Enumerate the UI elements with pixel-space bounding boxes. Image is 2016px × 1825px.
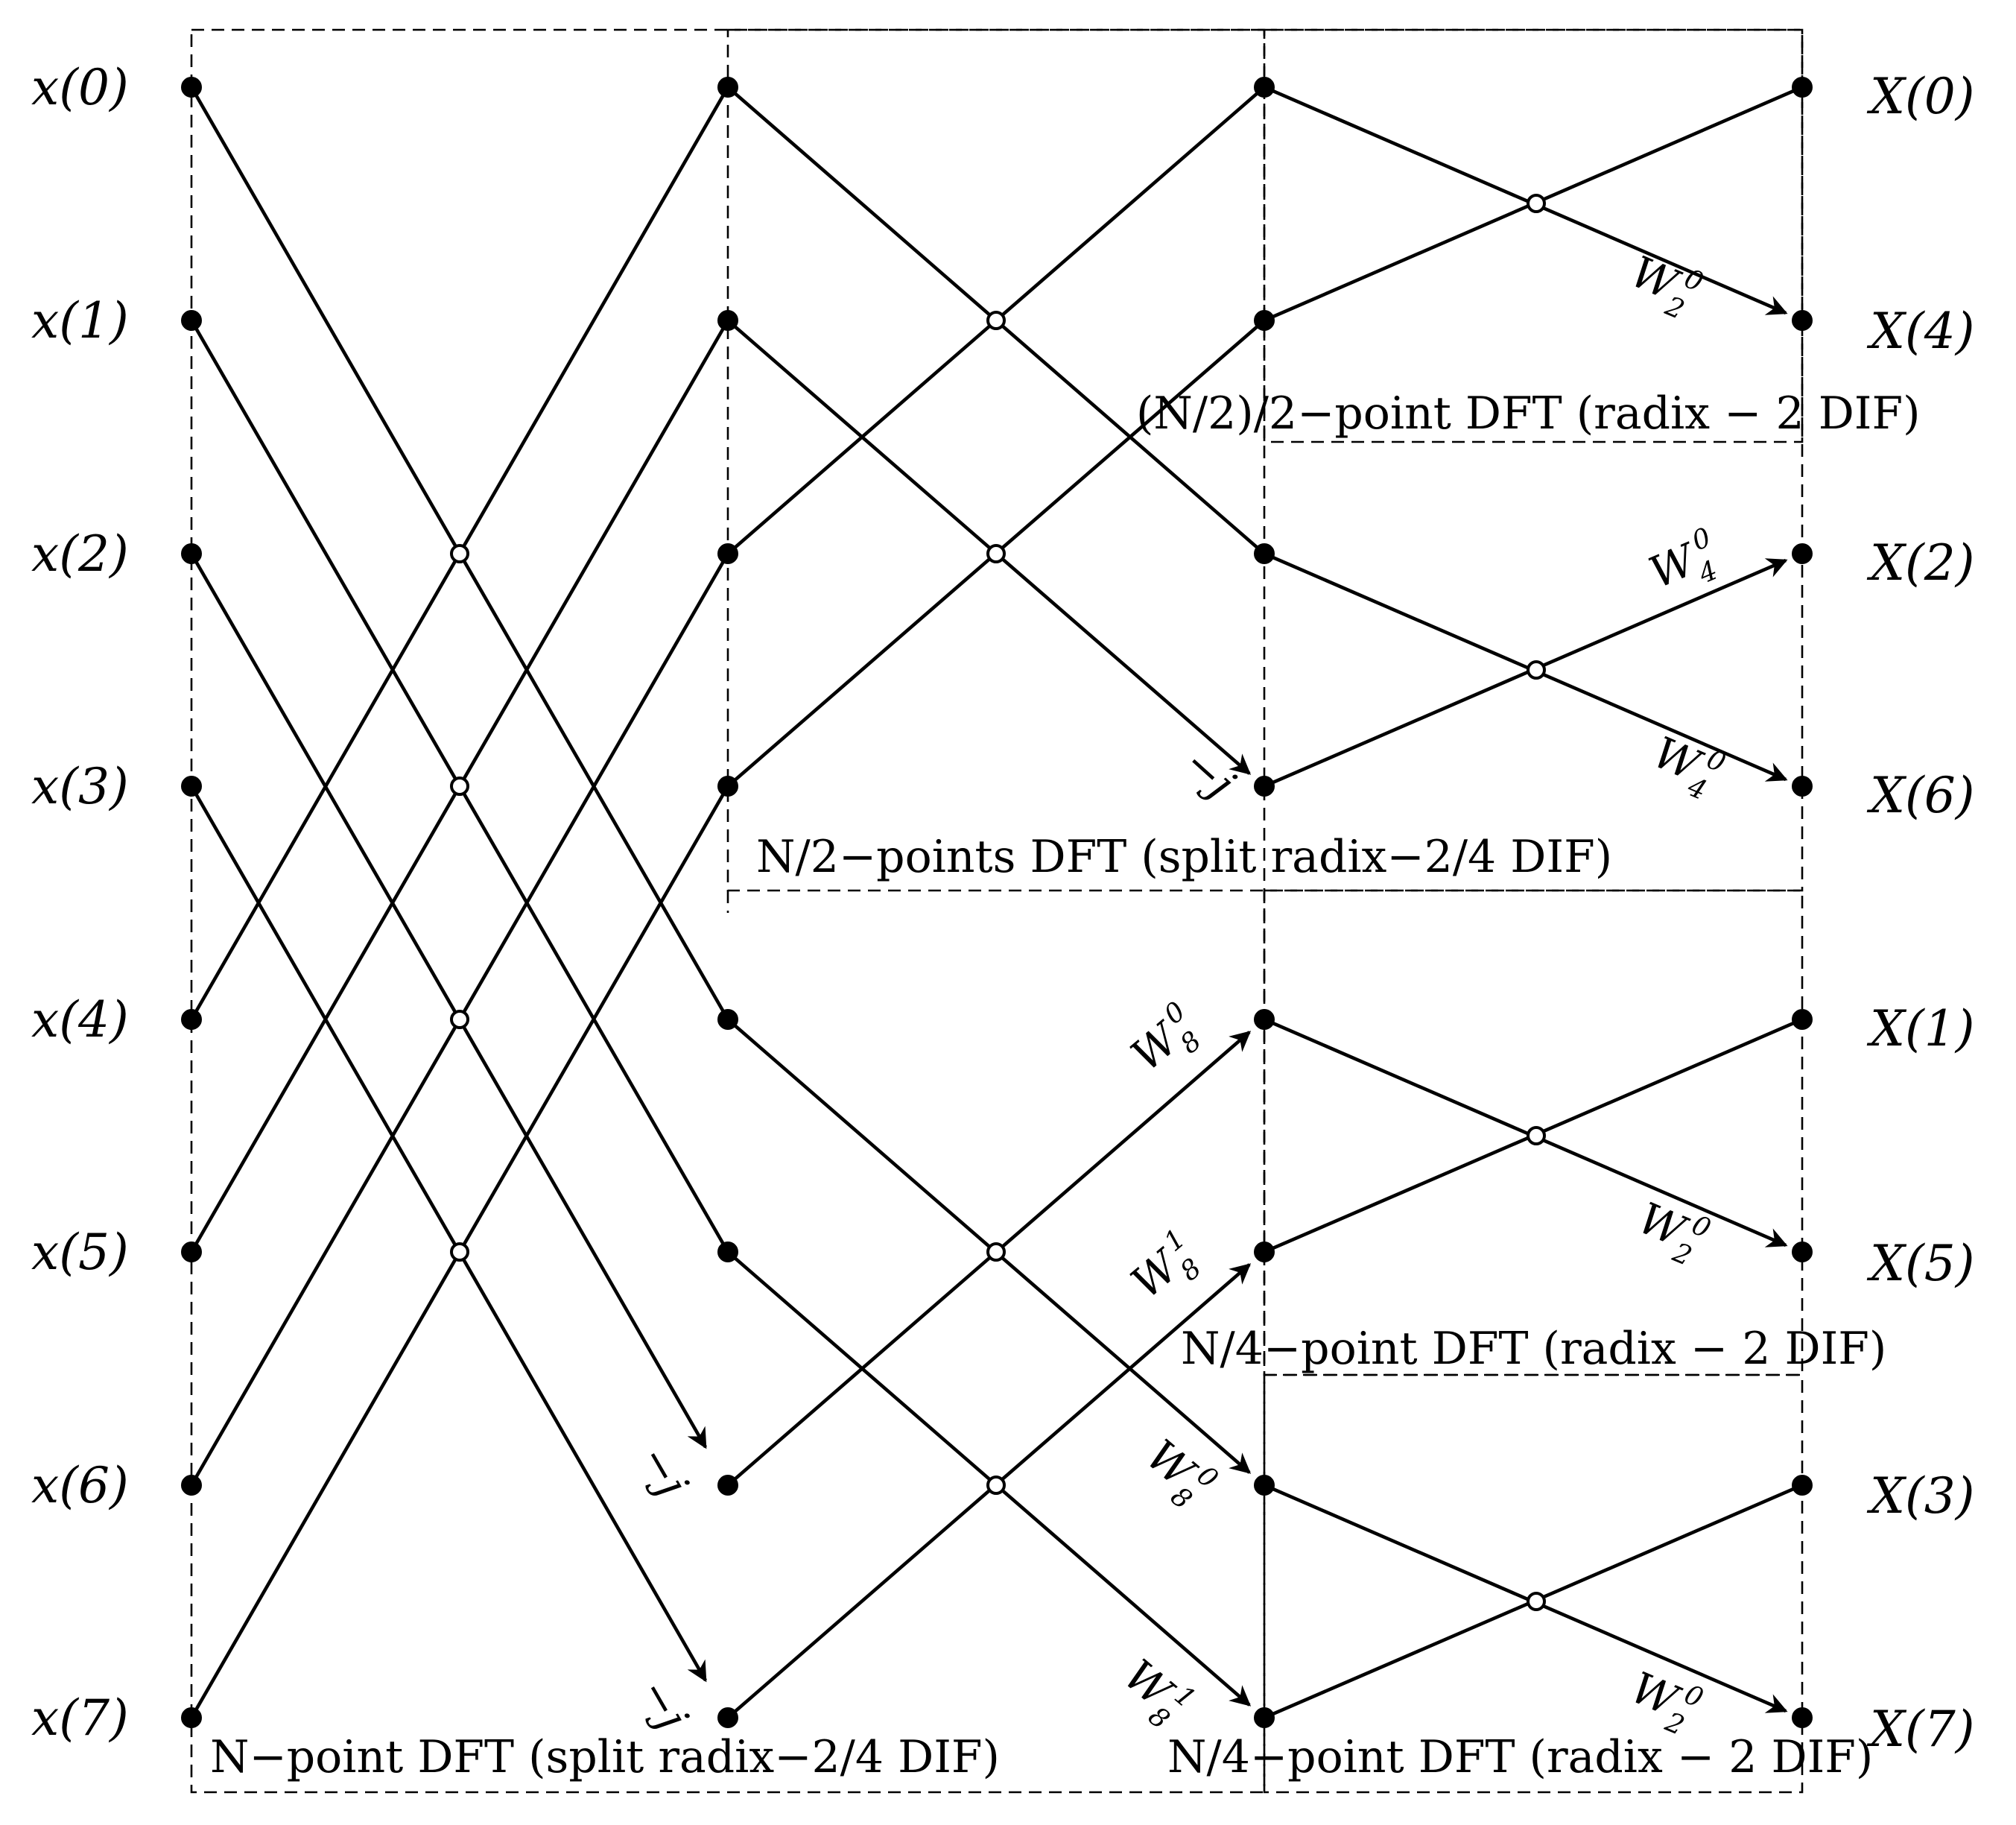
caption-n4-point-dft-upper: N/4−point DFT (radix − 2 DIF) — [1181, 1323, 1886, 1375]
stage2-node — [1254, 77, 1275, 98]
input-labels: x(0) x(1) x(2) x(3) x(4) x(5) x(6) x(7) — [31, 59, 129, 1747]
crossing-node — [1527, 660, 1546, 680]
stage2-node — [1254, 1475, 1275, 1496]
output-node — [1792, 543, 1813, 564]
output-node — [1792, 77, 1813, 98]
edge-arrow-w8-0 — [726, 1031, 1252, 1487]
input-label: x(5) — [31, 1224, 129, 1281]
caption-n2-point-dft: N/2−points DFT (split radix−2/4 DIF) — [756, 831, 1612, 883]
stage-captions: N−point DFT (split radix−2/4 DIF) N/2−po… — [210, 388, 1921, 1783]
output-label: X(2) — [1866, 534, 1974, 592]
crossing-node — [1527, 1126, 1546, 1145]
crossing-node — [1527, 1592, 1546, 1611]
output-node — [1792, 310, 1813, 331]
edge-arrow-w4-0 — [1264, 558, 1788, 788]
output-node — [1792, 1707, 1813, 1728]
input-label: x(2) — [31, 525, 129, 583]
input-node — [181, 1242, 202, 1262]
output-label: X(7) — [1866, 1701, 1974, 1758]
output-node — [1792, 1475, 1813, 1496]
twiddle-w4-0: W40 — [1642, 724, 1729, 809]
stage2-node — [1254, 776, 1275, 797]
input-label: x(1) — [31, 292, 129, 349]
n4-point-dft-box-lower — [1263, 1373, 1804, 1794]
caption-n-point-dft: N−point DFT (split radix−2/4 DIF) — [210, 1731, 1000, 1783]
input-node — [181, 1707, 202, 1728]
output-label: X(6) — [1866, 767, 1974, 824]
stage2-node — [1254, 1707, 1275, 1728]
edge-arrow-minus-j — [190, 552, 707, 1449]
edge-arrow-minus-j — [726, 319, 1252, 775]
twiddle-factors: −j −j −j W20 W40 W40 W20 W20 W80 W81 W80… — [630, 244, 1730, 1742]
stage1-node — [717, 1009, 738, 1030]
output-node — [1792, 1242, 1813, 1262]
input-node — [181, 77, 202, 98]
crossing-node — [1527, 194, 1546, 213]
butterfly-edges — [190, 85, 1803, 1720]
input-node — [181, 1009, 202, 1030]
edge-arrow-w2-0 — [1264, 1483, 1788, 1713]
output-node — [1792, 1009, 1813, 1030]
stage-boxes — [190, 28, 1804, 1794]
stage1-node — [717, 1475, 738, 1496]
stage1-node — [717, 1707, 738, 1728]
output-label: X(4) — [1866, 303, 1974, 360]
crossing-node — [450, 544, 469, 563]
edge-arrow-w8-1 — [726, 1250, 1252, 1707]
n2-2-point-dft-box — [1263, 28, 1804, 443]
stage1-node — [717, 77, 738, 98]
stage1-node — [717, 776, 738, 797]
output-labels: X(0) X(4) X(2) X(6) X(1) X(5) X(3) X(7) — [1866, 68, 1974, 1758]
stage1-node — [717, 543, 738, 564]
crossing-node — [986, 311, 1006, 330]
stage2-node — [1254, 310, 1275, 331]
twiddle-minus-j: −j — [630, 1670, 698, 1739]
input-label: x(7) — [31, 1689, 129, 1747]
twiddle-w2-0: W20 — [1627, 1190, 1714, 1275]
twiddle-w4-0: W40 — [1641, 522, 1728, 607]
input-label: x(0) — [31, 59, 129, 116]
input-node — [181, 543, 202, 564]
input-label: x(4) — [31, 991, 129, 1048]
input-node — [181, 310, 202, 331]
crossing-node — [450, 1242, 469, 1262]
crossing-node — [986, 1476, 1006, 1495]
crossing-node — [450, 1010, 469, 1029]
edge-arrow-w4-0 — [1264, 551, 1788, 782]
twiddle-w2-0: W20 — [1620, 244, 1707, 329]
twiddle-w8-1: W81 — [1109, 1648, 1202, 1740]
filled-nodes — [181, 77, 1813, 1728]
input-node — [181, 776, 202, 797]
output-label: X(3) — [1866, 1467, 1974, 1525]
stage2-node — [1254, 1009, 1275, 1030]
twiddle-minus-j: −j — [1174, 738, 1245, 809]
stage1-node — [717, 1242, 738, 1262]
caption-n2-2-point-dft: (N/2)/2−point DFT (radix − 2 DIF) — [1136, 388, 1921, 440]
stage2-node — [1254, 543, 1275, 564]
crossing-node — [986, 544, 1006, 563]
stage1-node — [717, 310, 738, 331]
output-label: X(0) — [1866, 68, 1974, 125]
edge-arrow-w2-0 — [1264, 1017, 1788, 1247]
output-node — [1792, 776, 1813, 797]
output-label: X(1) — [1866, 1000, 1974, 1057]
output-label: X(5) — [1866, 1235, 1974, 1292]
twiddle-w8-0: W80 — [1131, 1428, 1224, 1520]
stage2-node — [1254, 1242, 1275, 1262]
edge — [1264, 85, 1788, 315]
input-label: x(3) — [31, 758, 129, 815]
crossing-node — [986, 1242, 1006, 1262]
input-label: x(6) — [31, 1457, 129, 1514]
open-nodes — [450, 194, 1546, 1611]
crossing-node — [450, 777, 469, 796]
edge-arrow-minus-j — [190, 785, 707, 1683]
caption-n4-point-dft-lower: N/4−point DFT (radix − 2 DIF) — [1167, 1731, 1873, 1783]
input-node — [181, 1475, 202, 1496]
twiddle-minus-j: −j — [630, 1437, 698, 1505]
twiddle-w8-1: W81 — [1120, 1224, 1213, 1316]
